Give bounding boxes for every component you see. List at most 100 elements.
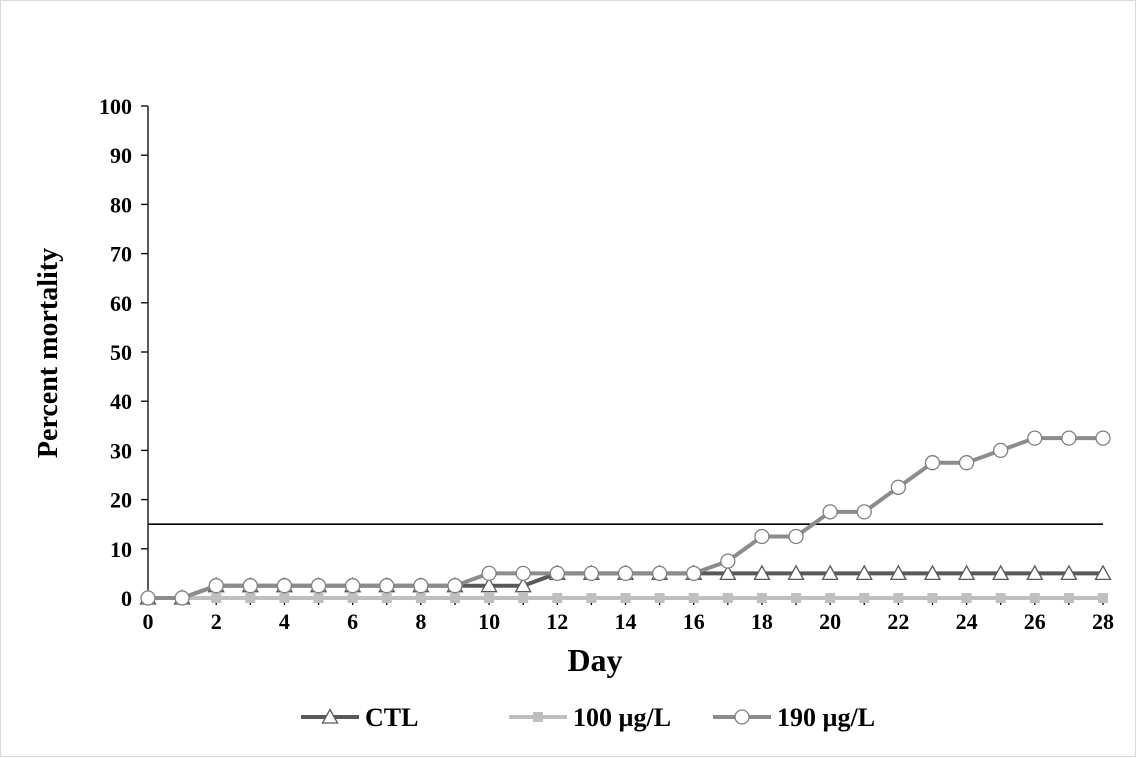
x-tick-label: 26: [1024, 609, 1046, 634]
data-point: [617, 565, 634, 582]
data-point: [995, 593, 1006, 603]
data-point: [208, 578, 224, 594]
data-point: [279, 593, 290, 603]
data-point: [993, 442, 1009, 459]
data-point: [140, 590, 156, 606]
data-point: [688, 593, 699, 603]
data-point: [211, 593, 222, 603]
data-point: [381, 593, 392, 603]
data-point: [415, 593, 426, 603]
data-point: [310, 578, 327, 594]
data-point: [890, 479, 907, 495]
data-point: [753, 564, 771, 581]
y-axis-title: Percent mortality: [33, 248, 64, 458]
data-point: [825, 593, 836, 603]
data-point: [859, 593, 870, 603]
data-point: [1026, 564, 1044, 581]
y-tick-label: 20: [110, 488, 132, 513]
data-point: [923, 564, 942, 581]
x-tick-label: 2: [211, 609, 222, 634]
data-point: [856, 504, 872, 520]
legend: CTL 100 µg/L 190 µg/L: [301, 703, 875, 732]
data-point: [1060, 564, 1078, 581]
data-point: [515, 565, 531, 582]
data-point: [518, 593, 529, 603]
data-point: [957, 564, 976, 581]
data-point: [651, 565, 668, 582]
y-tick-label: 40: [110, 389, 132, 414]
data-point: [791, 593, 802, 603]
y-tick-label: 70: [110, 242, 132, 267]
data-point: [893, 593, 904, 603]
data-point: [484, 593, 495, 603]
data-point: [1061, 430, 1077, 446]
data-point: [855, 564, 873, 581]
y-tick-label: 30: [110, 438, 132, 463]
data-point: [992, 564, 1010, 581]
x-tick-label: 28: [1092, 609, 1114, 634]
x-tick-label: 0: [143, 609, 154, 634]
x-axis-title: Day: [567, 642, 622, 678]
data-point: [821, 564, 839, 581]
data-point: [1098, 593, 1108, 603]
data-point: [1027, 430, 1043, 446]
data-point: [961, 593, 972, 603]
x-tick-label: 6: [347, 609, 358, 634]
data-point: [242, 578, 258, 594]
data-point: [620, 593, 631, 603]
data-point: [1095, 430, 1111, 446]
data-point: [514, 576, 532, 593]
legend-label: 190 µg/L: [777, 703, 875, 732]
data-point: [958, 455, 975, 471]
data-point: [756, 593, 767, 603]
y-tick-label: 90: [110, 143, 132, 168]
data-point: [889, 564, 907, 581]
data-point: [344, 578, 361, 594]
data-point: [927, 593, 938, 603]
data-point: [720, 553, 736, 569]
legend-swatch-marker: [321, 708, 339, 724]
data-point: [549, 565, 565, 582]
data-point: [413, 578, 429, 594]
x-tick-label: 14: [615, 609, 637, 634]
data-point: [583, 565, 600, 582]
data-point: [722, 593, 733, 603]
data-point: [276, 578, 293, 594]
data-point: [719, 564, 737, 581]
data-point: [822, 504, 838, 520]
data-point: [313, 593, 324, 603]
data-point: [379, 578, 395, 594]
legend-label: CTL: [365, 703, 418, 732]
x-tick-label: 18: [751, 609, 773, 634]
x-tick-label: 24: [956, 609, 978, 634]
data-point: [686, 565, 702, 582]
data-point: [924, 455, 941, 471]
data-point: [754, 528, 770, 545]
data-point: [480, 576, 498, 593]
y-tick-label: 50: [110, 340, 132, 365]
data-point: [245, 593, 256, 603]
data-point: [586, 593, 597, 603]
data-point: [654, 593, 665, 603]
x-tick-label: 12: [546, 609, 568, 634]
x-tick-label: 22: [887, 609, 909, 634]
data-point: [447, 578, 463, 594]
x-tick-label: 4: [279, 609, 290, 634]
x-tick-label: 8: [415, 609, 426, 634]
x-tick-label: 20: [819, 609, 841, 634]
data-point: [788, 528, 804, 545]
x-tick-label: 10: [478, 609, 500, 634]
data-point: [1063, 593, 1074, 603]
series-layer: [139, 430, 1112, 606]
data-point: [787, 564, 805, 581]
data-point: [1029, 593, 1040, 603]
y-tick-label: 100: [99, 94, 132, 119]
data-point: [552, 593, 563, 603]
y-tick-label: 10: [110, 537, 132, 562]
legend-swatch-marker: [734, 709, 750, 725]
data-point: [449, 593, 460, 603]
data-point: [347, 593, 358, 603]
